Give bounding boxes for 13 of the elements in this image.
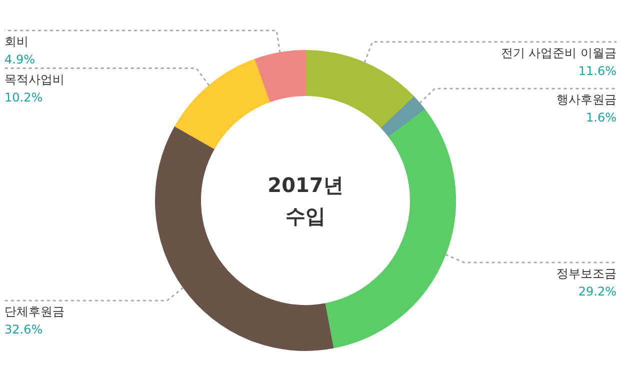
data-label: 11.6% xyxy=(578,64,617,78)
slice-label: 정부보조금 xyxy=(556,266,616,281)
data-label: 10.2% xyxy=(4,90,43,104)
slice-label: 행사후원금 xyxy=(556,92,616,107)
slice-label: 전기 사업준비 이월금 xyxy=(500,46,617,60)
slice-label: 회비 xyxy=(4,34,28,49)
slice-label: 단체후원금 xyxy=(4,304,64,319)
data-label: 29.2% xyxy=(578,284,617,299)
text: 2017년 수입 xyxy=(268,172,344,228)
data-label: 32.6% xyxy=(4,322,43,337)
data-label: 1.6% xyxy=(586,110,617,125)
data-label: 4.9% xyxy=(4,52,35,67)
slice-label: 목적사업비 xyxy=(4,72,64,86)
